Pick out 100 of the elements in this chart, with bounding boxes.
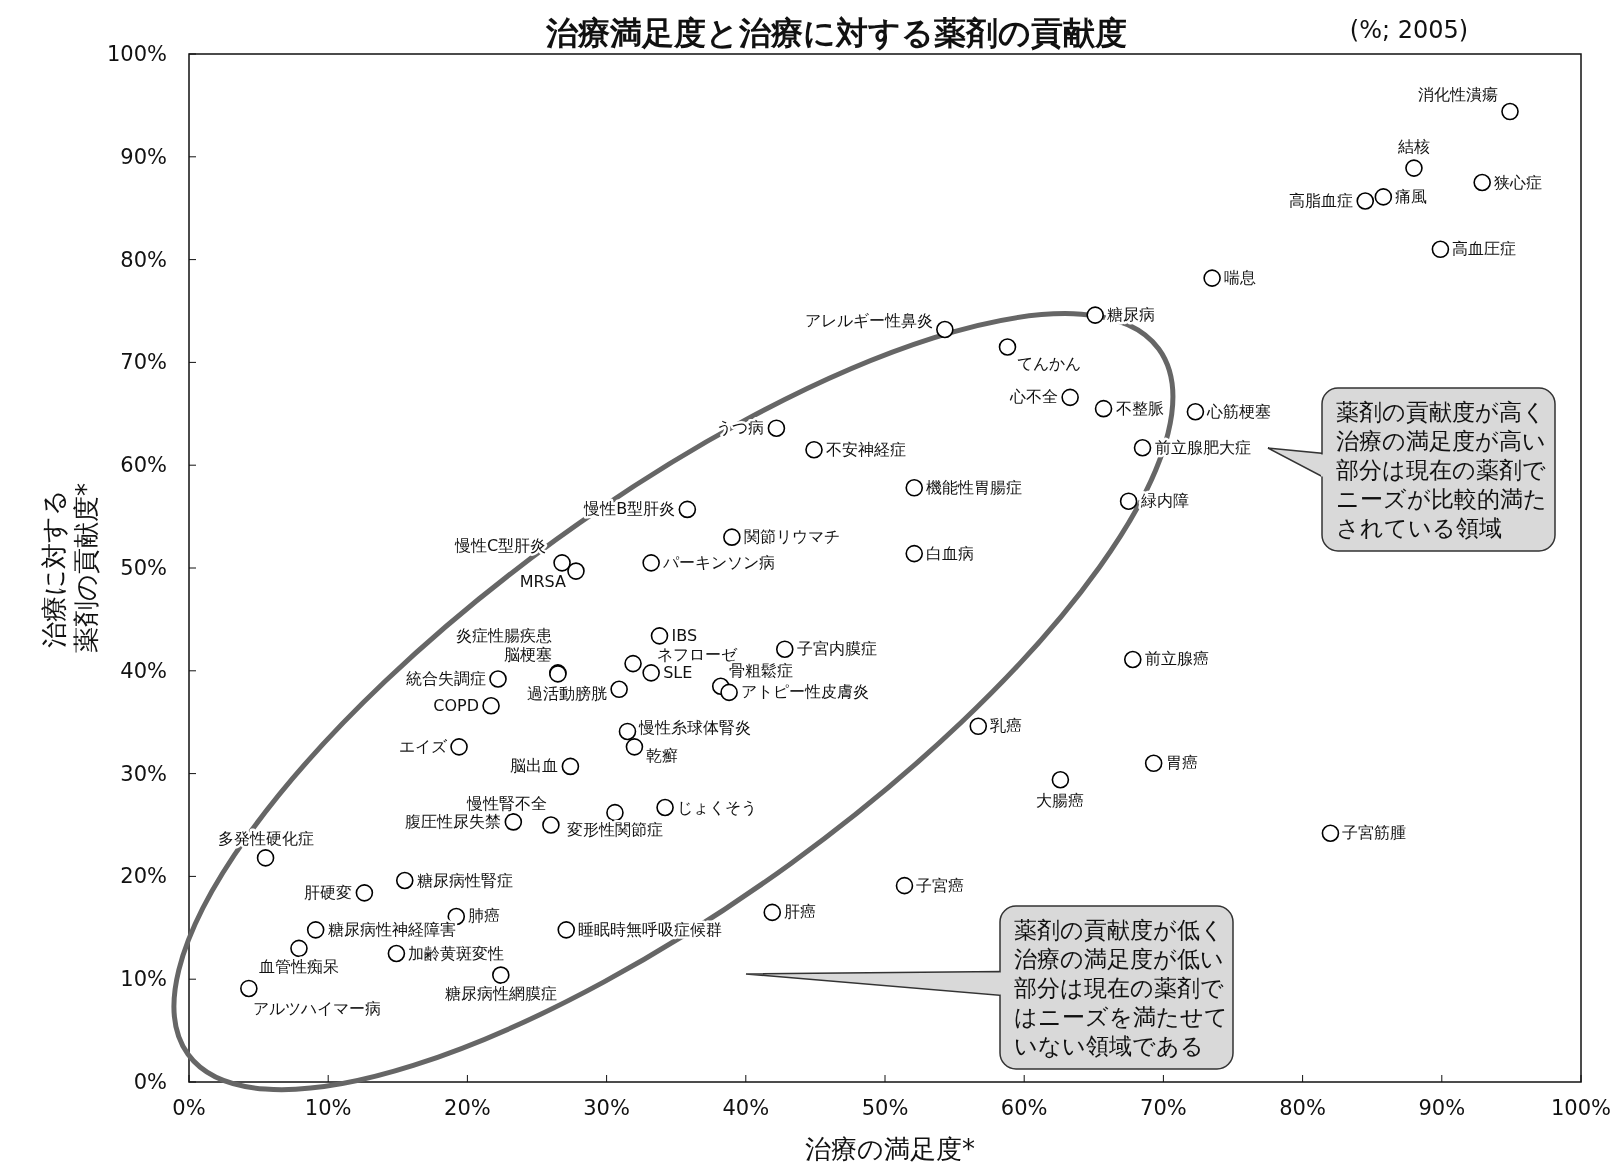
- annotation: IBS: [671, 625, 698, 645]
- point: [1094, 399, 1113, 418]
- x-tick-label: 10%: [304, 1096, 352, 1120]
- point: [1203, 269, 1221, 287]
- point: [895, 876, 914, 895]
- annotation: 胃癌: [1165, 753, 1198, 773]
- point: [1086, 306, 1104, 324]
- annotation: 乳癌: [990, 716, 1023, 736]
- annotation: 高血圧症: [1452, 239, 1517, 259]
- point: [642, 664, 660, 682]
- point: [240, 979, 258, 998]
- point: [998, 338, 1017, 356]
- annotation: 子宮癌: [916, 875, 965, 895]
- annotation: 統合失調症: [406, 669, 487, 689]
- point: [489, 670, 507, 688]
- point: [450, 738, 468, 756]
- annotation: アレルギー性鼻炎: [804, 310, 933, 330]
- annotation: COPD: [433, 695, 480, 715]
- point: [1133, 438, 1152, 457]
- annotation: 加齢黄斑変性: [408, 943, 505, 963]
- annotation: 痛風: [1395, 186, 1428, 206]
- point: [969, 717, 988, 736]
- point: [618, 722, 637, 741]
- point: [763, 903, 782, 922]
- point: [1186, 402, 1205, 421]
- point: [1144, 754, 1163, 773]
- annotation: 子宮筋腫: [1342, 823, 1407, 843]
- point: [723, 528, 741, 546]
- annotation: 血管性痴呆: [258, 957, 339, 977]
- point: [720, 683, 738, 702]
- annotation: アルツハイマー病: [252, 999, 381, 1019]
- annotation: アトピー性皮膚炎: [741, 682, 870, 702]
- annotation: エイズ: [399, 736, 449, 756]
- point: [1431, 240, 1450, 259]
- annotation: 骨粗鬆症: [728, 661, 793, 681]
- annotation: 変形性関節症: [566, 819, 663, 839]
- y-tick-label: 60%: [120, 453, 167, 478]
- point: [482, 696, 500, 715]
- annotation: 関節リウマチ: [743, 527, 840, 547]
- y-tick-label: 40%: [120, 658, 167, 683]
- annotation: 慢性C型肝炎: [453, 535, 547, 555]
- point: [504, 813, 523, 831]
- point: [678, 500, 697, 519]
- point: [492, 966, 510, 984]
- annotation: てんかん: [1017, 353, 1082, 373]
- x-tick-label: 40%: [722, 1096, 770, 1120]
- x-tick-label: 60%: [1000, 1096, 1048, 1120]
- annotation: 消化性潰瘍: [1418, 84, 1499, 104]
- point: [306, 921, 325, 939]
- annotation: 腹圧性尿失禁: [405, 811, 502, 831]
- point: [387, 944, 406, 963]
- annotation: 脳出血: [510, 756, 559, 776]
- annotation: 高脂血症: [1289, 191, 1354, 210]
- x-tick-label: 100%: [1550, 1096, 1612, 1120]
- annotation: 糖尿病: [1107, 305, 1156, 325]
- point: [624, 654, 642, 673]
- annotation: MRSA: [519, 572, 567, 592]
- point: [553, 554, 571, 572]
- annotation: 肝癌: [784, 902, 817, 922]
- point: [1119, 492, 1138, 510]
- point: [905, 479, 924, 497]
- annotation: 前立腺癌: [1144, 649, 1209, 669]
- annotation: 喘息: [1224, 268, 1257, 288]
- point: [1061, 388, 1079, 407]
- point: [567, 562, 585, 580]
- annotation: 慢性糸球体腎炎: [638, 718, 752, 738]
- x-axis-title: 治療の満足度*: [805, 1134, 975, 1164]
- annotation: 心筋梗塞: [1206, 401, 1272, 421]
- point: [775, 640, 794, 659]
- y-tick-label: 90%: [120, 144, 167, 169]
- y-tick-label: 50%: [120, 556, 167, 580]
- point: [642, 554, 660, 572]
- point: [1123, 650, 1142, 669]
- chart-subtitle: (%; 2005): [1349, 16, 1469, 44]
- annotation: SLE: [663, 662, 693, 682]
- annotation: 糖尿病性網膜症: [444, 984, 557, 1004]
- x-tick-label: 50%: [861, 1096, 909, 1120]
- point: [1501, 102, 1519, 121]
- point: [610, 680, 628, 699]
- annotation: 糖尿病性神経障害: [327, 919, 456, 939]
- point: [1405, 159, 1423, 177]
- point: [625, 738, 644, 756]
- annotation: ネフローゼ: [657, 644, 739, 664]
- point: [606, 803, 624, 822]
- point: [656, 798, 674, 817]
- point: [1356, 192, 1375, 210]
- annotation: じょくそう: [677, 797, 758, 817]
- annotation: 乾癬: [646, 745, 679, 765]
- y-tick-label: 100%: [106, 42, 167, 66]
- annotation: 不整脈: [1115, 398, 1164, 418]
- annotation: 結核: [1396, 137, 1430, 157]
- annotation: 過活動膀胱: [527, 684, 608, 704]
- point: [650, 627, 669, 645]
- x-tick-label: 20%: [444, 1096, 491, 1120]
- annotation: 白血病: [926, 543, 975, 563]
- annotation: 狭心症: [1494, 172, 1543, 192]
- annotation: 機能性胃腸症: [926, 477, 1023, 497]
- annotation: パーキンソン病: [662, 552, 776, 572]
- annotation: 肝硬変: [304, 882, 353, 902]
- point: [355, 884, 374, 902]
